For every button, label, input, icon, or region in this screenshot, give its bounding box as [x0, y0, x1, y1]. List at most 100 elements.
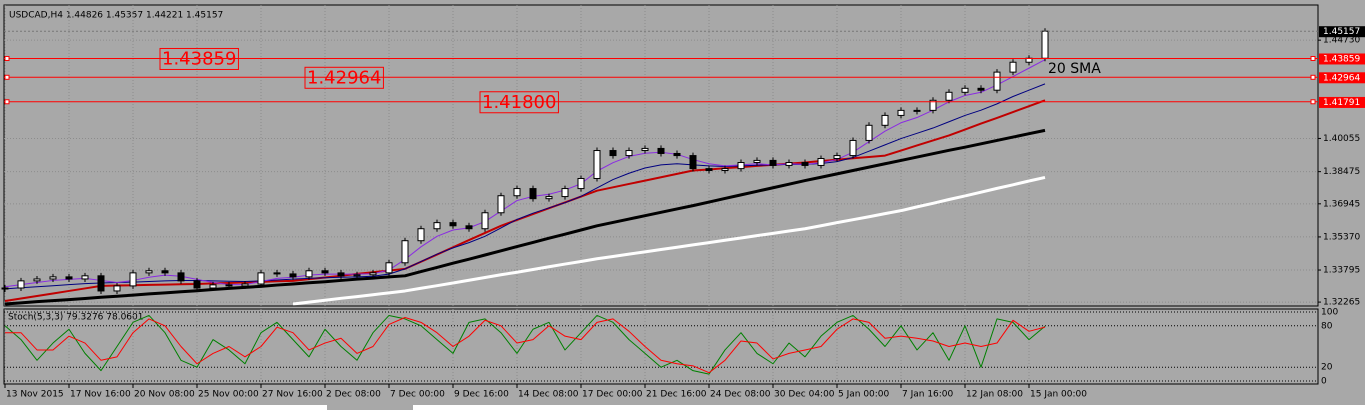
x-tick-label: 21 Dec 16:00 — [646, 390, 707, 400]
moving-average — [4, 128, 1046, 306]
candle — [545, 196, 553, 200]
candle — [65, 276, 73, 280]
x-tick-label: 7 Dec 00:00 — [390, 390, 445, 400]
candle — [273, 272, 281, 275]
candle — [609, 150, 617, 157]
x-tick-label: 30 Dec 04:00 — [774, 390, 835, 400]
tab-bar — [413, 405, 1365, 410]
x-tick-label: 15 Jan 00:00 — [1030, 390, 1087, 400]
candle — [481, 212, 489, 230]
main-panel-frame — [3, 4, 1319, 307]
level-handle — [1310, 99, 1316, 105]
candle — [737, 162, 745, 170]
moving-average — [292, 175, 1046, 306]
candle — [897, 109, 905, 116]
candle — [945, 91, 953, 101]
level-handle — [1310, 55, 1316, 61]
x-tick-label: 5 Jan 00:00 — [838, 390, 890, 400]
candle — [785, 162, 793, 166]
candle — [49, 276, 57, 280]
candle — [337, 272, 345, 277]
candle — [161, 270, 169, 274]
candle — [753, 159, 761, 164]
candle — [417, 228, 425, 242]
level-label-box — [304, 66, 384, 89]
chart-title: USDCAD,H4 1.44826 1.45357 1.44221 1.4515… — [9, 11, 223, 21]
moving-average — [4, 99, 1046, 303]
price-marker — [1319, 72, 1365, 84]
candle — [977, 87, 985, 91]
x-tick-label: 12 Jan 08:00 — [966, 390, 1023, 400]
tab-bar — [0, 405, 327, 410]
candle — [1, 287, 9, 290]
y-tick-label: 1.40055 — [1323, 134, 1360, 144]
candle — [513, 188, 521, 197]
candle — [113, 285, 121, 292]
candle — [769, 159, 777, 166]
price-marker — [1319, 53, 1365, 65]
y-tick-label: 1.33795 — [1323, 266, 1360, 276]
level-label-box — [159, 47, 239, 70]
indicator-title: Stoch(5,3,3) 79.3276 78.0601 — [8, 313, 143, 323]
candle — [817, 158, 825, 166]
candle — [529, 188, 537, 200]
candle — [193, 280, 201, 289]
price-marker-label: 1.42964 — [1323, 73, 1360, 83]
indicator-panel-frame — [3, 308, 1319, 385]
x-tick-label: 13 Nov 2015 — [6, 390, 64, 400]
candle — [833, 155, 841, 160]
candle — [257, 272, 265, 285]
candle — [993, 71, 1001, 91]
candle — [673, 152, 681, 157]
candle — [1009, 61, 1017, 73]
candle — [129, 272, 137, 287]
candle — [305, 270, 313, 278]
candle — [465, 225, 473, 230]
candle — [961, 87, 969, 93]
x-tick-label: 7 Jan 16:00 — [902, 390, 954, 400]
candle — [17, 280, 25, 289]
level-handle — [4, 99, 10, 105]
level-label: 1.42964 — [307, 67, 381, 88]
x-tick-label: 2 Dec 08:00 — [326, 390, 381, 400]
candle — [593, 150, 601, 179]
candle — [929, 99, 937, 111]
current-price-marker — [1319, 26, 1365, 38]
candle — [225, 284, 233, 287]
level-handle — [4, 74, 10, 80]
level-handle — [1310, 74, 1316, 80]
candle — [81, 275, 89, 280]
candle — [721, 168, 729, 171]
candle — [1041, 30, 1049, 59]
candle — [849, 139, 857, 157]
candle — [689, 155, 697, 170]
candle — [321, 270, 329, 274]
candle — [145, 270, 153, 274]
candle — [353, 274, 361, 277]
candle — [801, 162, 809, 166]
x-tick-label: 14 Dec 08:00 — [518, 390, 579, 400]
indicator-line — [5, 317, 1046, 374]
candle — [449, 222, 457, 227]
x-tick-label: 24 Dec 08:00 — [710, 390, 771, 400]
candle — [433, 222, 441, 230]
indicator-tick-label: 0 — [1321, 377, 1327, 387]
candle — [641, 147, 649, 152]
candle — [913, 109, 921, 112]
x-tick-label: 27 Nov 16:00 — [262, 390, 323, 400]
candle — [385, 262, 393, 274]
x-tick-label: 17 Dec 00:00 — [582, 390, 643, 400]
candle — [705, 168, 713, 171]
indicator-tick-label: 100 — [1321, 308, 1338, 318]
indicator-tick-label: 80 — [1321, 321, 1333, 331]
candle — [241, 283, 249, 287]
candle — [369, 272, 377, 276]
candle — [657, 147, 665, 154]
price-marker-label: 1.43859 — [1323, 54, 1360, 64]
candle — [177, 272, 185, 282]
current-price-label: 1.45157 — [1323, 27, 1360, 37]
candle — [865, 124, 873, 141]
y-tick-label: 1.32265 — [1323, 298, 1360, 308]
